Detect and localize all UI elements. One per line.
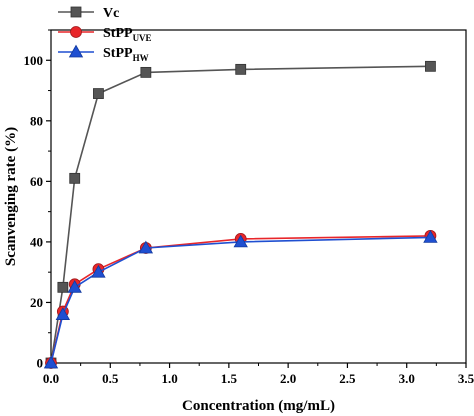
- x-tick-label: 0.0: [43, 371, 59, 386]
- series-line: [50, 65, 431, 364]
- y-axis-label: Scanvenging rate (%): [3, 127, 19, 266]
- y-tick-label: 60: [30, 174, 43, 189]
- x-tick-label: 3.0: [399, 371, 415, 386]
- legend-item: StPPUVE: [58, 26, 152, 43]
- data-point: [93, 88, 104, 99]
- x-tick-label: 2.5: [339, 371, 356, 386]
- legend-item: StPPHW: [58, 44, 149, 63]
- x-tick-label: 0.5: [102, 371, 119, 386]
- data-point: [233, 234, 248, 248]
- data-point: [57, 281, 69, 293]
- y-axis: 0 20 40 60 80 100: [24, 29, 51, 371]
- data-point: [235, 63, 247, 75]
- data-point: [138, 240, 154, 254]
- x-tick-label: 1.5: [221, 371, 238, 386]
- x-tick-label: 1.0: [161, 371, 177, 386]
- x-axis: 0.0 0.5 1.0 1.5 2.0 2.5 3.0 3.5: [43, 363, 474, 386]
- legend-marker: [70, 6, 82, 18]
- y-tick-label: 100: [24, 53, 44, 68]
- data-point: [43, 355, 59, 369]
- data-point: [423, 230, 438, 243]
- data-point: [140, 66, 152, 78]
- plot-frame: [50, 29, 467, 364]
- x-tick-label: 3.5: [458, 371, 474, 386]
- legend-label: StPPUVE: [103, 26, 152, 43]
- legend-marker: [68, 44, 84, 58]
- series-2: [45, 229, 437, 369]
- y-tick-label: 40: [30, 234, 43, 249]
- legend-label-subscript: HW: [133, 53, 149, 63]
- data-point: [91, 264, 106, 278]
- series-line: [50, 236, 431, 364]
- legend-marker: [70, 26, 82, 38]
- series-line: [50, 235, 431, 364]
- data-point: [67, 280, 82, 293]
- y-tick-label: 0: [37, 356, 44, 371]
- x-tick-label: 2.0: [280, 371, 296, 386]
- data-point: [69, 172, 81, 184]
- x-axis-label: Concentration (mg/mL): [182, 398, 335, 414]
- series-1: [45, 60, 436, 369]
- plot-border: [50, 29, 467, 364]
- legend: Vc StPPUVE StPPHW: [58, 6, 152, 63]
- data-point: [55, 307, 71, 320]
- y-tick-label: 80: [30, 113, 43, 128]
- y-tick-label: 20: [30, 295, 43, 310]
- legend-item: Vc: [58, 6, 119, 21]
- series-layer: [43, 60, 438, 369]
- series-3: [43, 230, 438, 369]
- legend-label-subscript: UVE: [133, 33, 152, 43]
- legend-label: StPPHW: [103, 46, 149, 63]
- legend-label: Vc: [103, 6, 119, 21]
- data-point: [425, 60, 436, 72]
